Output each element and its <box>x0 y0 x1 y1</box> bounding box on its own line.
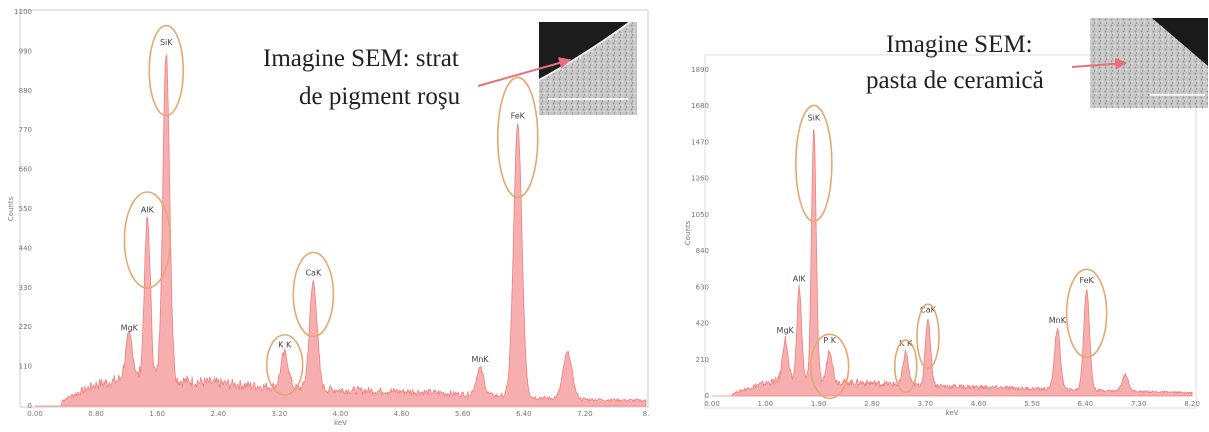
peak-ellipse <box>265 334 304 396</box>
y-tick-label: 330 <box>19 284 32 292</box>
x-tick-label: 1.90 <box>811 400 827 408</box>
peak-ellipse <box>123 191 172 289</box>
peak-ellipse <box>1065 268 1108 359</box>
x-axis-label: keV <box>334 419 347 427</box>
peak-label: AlK <box>793 274 807 283</box>
caption-ceramic-line2: pasta de ceramică <box>866 67 1044 94</box>
y-tick-label: 1100 <box>14 8 32 16</box>
y-tick-label: 630 <box>696 283 709 291</box>
peak-label: FeK <box>1079 276 1094 285</box>
y-tick-label: 840 <box>696 247 709 255</box>
peak-ellipse <box>893 339 918 394</box>
x-tick-label: 4.00 <box>333 410 349 418</box>
peak-label: MnK <box>1049 316 1067 325</box>
peak-label: SiK <box>160 38 173 47</box>
y-tick-label: 1470 <box>691 138 709 146</box>
x-tick-label: 0.00 <box>704 400 720 408</box>
x-tick-label: 6.40 <box>1078 400 1094 408</box>
y-tick-label: 1890 <box>691 66 709 74</box>
x-tick-label: 7.30 <box>1131 400 1147 408</box>
y-tick-label: 550 <box>19 205 32 213</box>
peak-label: MnK <box>471 355 489 364</box>
sem-image-ceramic-paste <box>1090 18 1208 108</box>
x-tick-label: 1.00 <box>758 400 774 408</box>
plot-frame <box>704 54 1197 409</box>
y-tick-label: 880 <box>19 87 32 95</box>
x-tick-label: 4.60 <box>971 400 987 408</box>
x-tick-label: 3.20 <box>272 410 288 418</box>
x-tick-label: 2.40 <box>211 410 227 418</box>
edx-spectrum-red-pigment: 0.00 0.80 1.60 2.40 3.20 4.00 4.80 5.60 6.40 7.20… <box>7 8 649 427</box>
x-tick-label: 5.60 <box>455 410 471 418</box>
peak-ellipse <box>795 104 833 223</box>
peak-ellipse <box>916 303 940 370</box>
x-tick-label: 6.40 <box>516 410 532 418</box>
y-tick-label: 220 <box>19 323 32 331</box>
x-tick-label: 7.20 <box>577 410 593 418</box>
x-tick-label: 3.70 <box>918 400 934 408</box>
peak-label: SiK <box>808 114 821 123</box>
y-tick-label: 420 <box>696 320 709 328</box>
spectrum-area <box>35 53 647 407</box>
x-tick-label: 0.00 <box>27 410 43 418</box>
sem-image-red-pigment <box>538 21 637 115</box>
y-tick-label: 0 <box>28 402 32 410</box>
peak-ellipse <box>292 251 335 338</box>
x-tick-label: 8.20 <box>1184 400 1200 408</box>
plot-frame <box>19 9 649 408</box>
x-axis-label: keV <box>946 409 959 417</box>
x-tick-label: 5.50 <box>1024 400 1040 408</box>
peak-label: MgK <box>777 326 795 335</box>
caption-ceramic-line1: Imagine SEM: <box>886 31 1033 58</box>
spectrum-area <box>712 128 1193 397</box>
peak-label: AlK <box>141 206 155 215</box>
peak-ellipse <box>809 333 850 400</box>
y-tick-label: 210 <box>696 356 709 364</box>
peak-ellipse <box>496 76 539 199</box>
x-tick-label: 0.80 <box>88 410 104 418</box>
y-tick-label: 110 <box>19 363 32 371</box>
caption-red-pigment-line2: de pigment roşu <box>299 83 461 110</box>
x-tick-label: 2.80 <box>864 400 880 408</box>
x-tick-label: 8. <box>643 410 650 418</box>
arrow-ceramic <box>1071 57 1128 70</box>
y-axis-label: Counts <box>7 196 15 221</box>
y-axis-label: Counts <box>684 220 692 245</box>
y-tick-label: 1260 <box>691 175 709 183</box>
peak-label: P K <box>823 336 836 345</box>
y-tick-label: 440 <box>19 244 32 252</box>
peak-label: CaK <box>305 268 321 277</box>
peak-label: K K <box>278 340 292 349</box>
y-tick-label: 770 <box>19 126 32 134</box>
peak-ellipse <box>148 24 185 117</box>
y-tick-label: 990 <box>19 47 32 55</box>
y-tick-label: 1050 <box>691 211 709 219</box>
x-tick-label: 4.80 <box>394 410 410 418</box>
y-tick-label: 1680 <box>691 102 709 110</box>
y-tick-label: 0 <box>705 392 709 400</box>
arrow-red-pigment <box>477 57 572 87</box>
caption-red-pigment-line1: Imagine SEM: strat <box>263 45 459 72</box>
y-tick-label: 660 <box>19 166 32 174</box>
peak-label: K K <box>899 339 913 348</box>
peak-label: FeK <box>511 111 526 120</box>
peak-label: CaK <box>920 306 936 315</box>
x-tick-label: 1.60 <box>149 410 165 418</box>
peak-label: MgK <box>121 323 139 332</box>
edx-spectrum-ceramic-paste: 0.00 1.00 1.90 2.80 3.70 4.60 5.50 6.40 7.30 8.20… <box>684 54 1200 417</box>
